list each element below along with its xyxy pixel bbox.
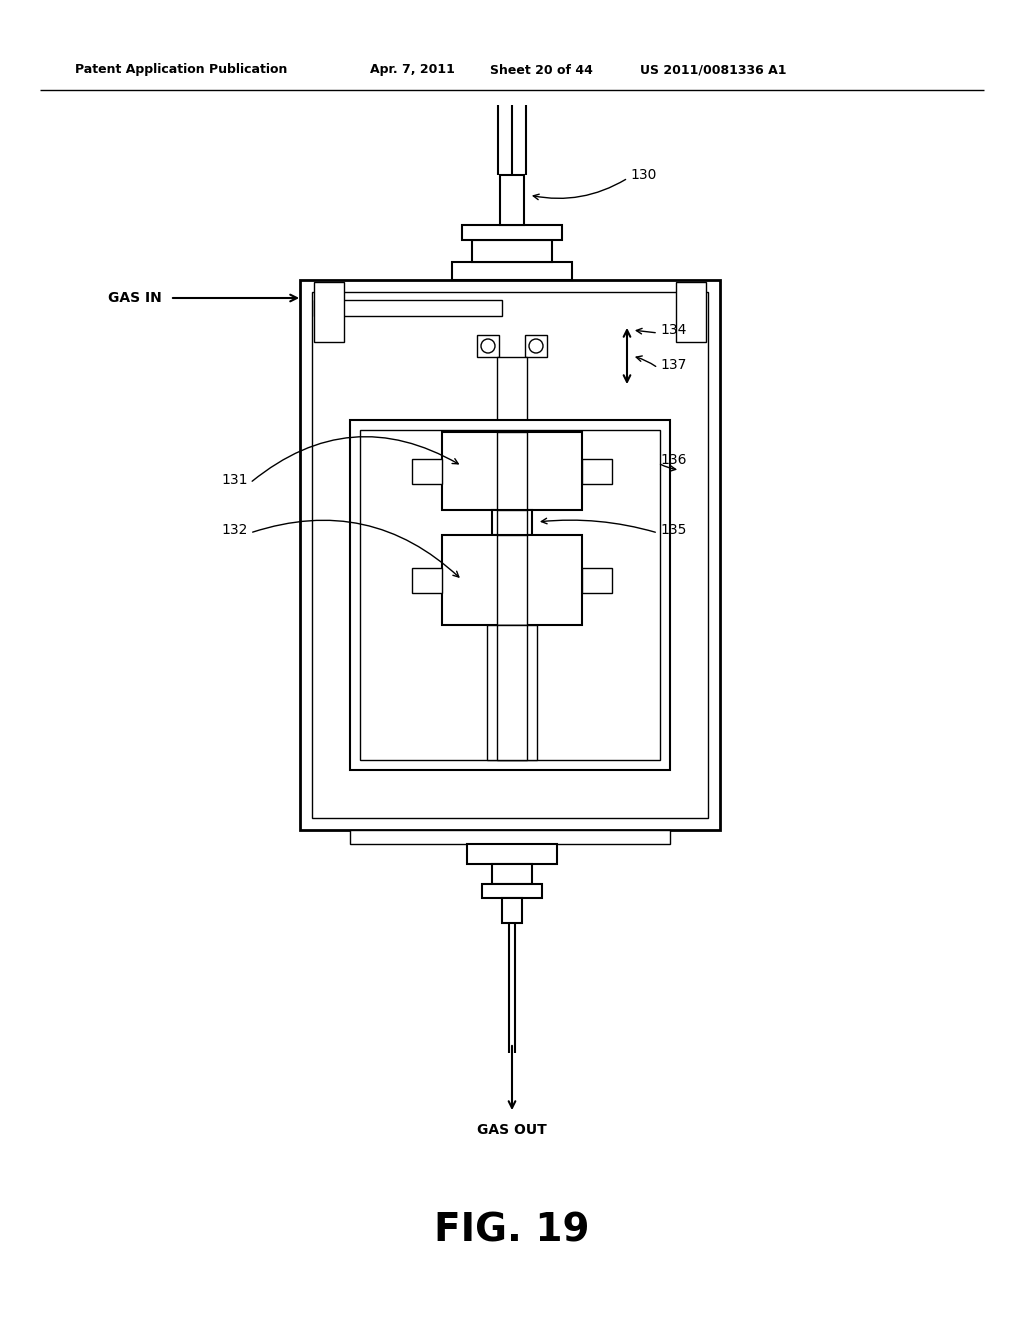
Bar <box>412 568 442 593</box>
Bar <box>350 830 670 843</box>
Bar <box>442 535 582 624</box>
Circle shape <box>481 339 495 352</box>
Text: 132: 132 <box>221 523 248 537</box>
Text: GAS IN: GAS IN <box>109 290 162 305</box>
Bar <box>497 624 527 760</box>
Text: Apr. 7, 2011: Apr. 7, 2011 <box>370 63 455 77</box>
Bar <box>360 430 660 760</box>
Bar <box>497 356 527 430</box>
Bar <box>482 884 542 898</box>
Bar <box>502 898 522 923</box>
Bar <box>497 432 527 510</box>
Text: 134: 134 <box>660 323 686 337</box>
Bar <box>497 510 527 535</box>
Bar <box>525 335 547 356</box>
Bar <box>477 335 499 356</box>
Bar <box>472 240 552 261</box>
Text: 137: 137 <box>660 358 686 372</box>
Text: 130: 130 <box>630 168 656 182</box>
Text: 136: 136 <box>660 453 686 467</box>
Bar <box>350 420 670 770</box>
Bar <box>492 510 532 535</box>
Bar <box>676 282 706 342</box>
Bar <box>314 300 502 315</box>
Bar <box>497 535 527 624</box>
Bar <box>492 865 532 884</box>
Text: Sheet 20 of 44: Sheet 20 of 44 <box>490 63 593 77</box>
Bar <box>500 176 524 224</box>
Bar <box>412 459 442 484</box>
Bar <box>314 282 344 342</box>
Text: 131: 131 <box>221 473 248 487</box>
Bar <box>467 843 557 865</box>
Bar <box>582 568 612 593</box>
Text: FIG. 19: FIG. 19 <box>434 1210 590 1249</box>
Bar <box>487 624 537 760</box>
Bar <box>462 224 562 240</box>
Circle shape <box>529 339 543 352</box>
Text: US 2011/0081336 A1: US 2011/0081336 A1 <box>640 63 786 77</box>
Bar <box>312 292 708 818</box>
Text: Patent Application Publication: Patent Application Publication <box>75 63 288 77</box>
Bar <box>300 280 720 830</box>
Bar <box>452 261 572 280</box>
Text: GAS OUT: GAS OUT <box>477 1123 547 1137</box>
Bar <box>582 459 612 484</box>
Bar <box>442 432 582 510</box>
Text: 135: 135 <box>660 523 686 537</box>
